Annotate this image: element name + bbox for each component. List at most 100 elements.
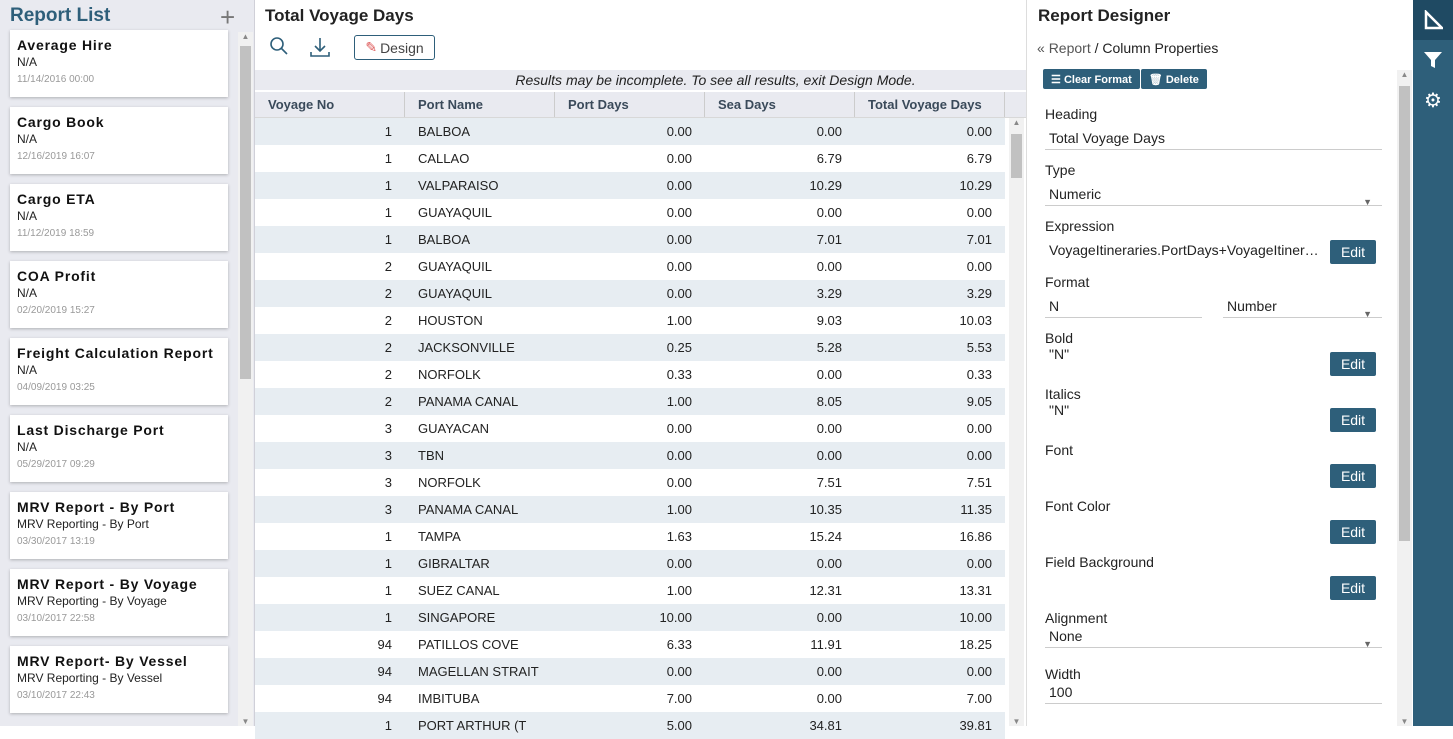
width-input[interactable]: 100 bbox=[1045, 682, 1382, 704]
table-cell: 10.00 bbox=[659, 610, 692, 625]
table-cell: 1 bbox=[384, 151, 392, 166]
table-row[interactable]: 2 GUAYAQUIL 0.00 3.29 3.29 bbox=[255, 280, 1005, 307]
type-label: Type bbox=[1045, 162, 1076, 178]
column-properties: Heading Total Voyage Days Type Numeric ▼ Ex… bbox=[1045, 106, 1382, 722]
font-color-edit-button[interactable]: Edit bbox=[1330, 520, 1376, 544]
table-cell: 0.00 bbox=[966, 556, 992, 571]
trash-icon: 🗑 bbox=[1148, 73, 1163, 86]
table-row[interactable]: 3 TBN 0.00 0.00 0.00 bbox=[255, 442, 1005, 469]
designer-scrollbar[interactable]: ▲ ▼ bbox=[1397, 70, 1412, 726]
table-cell: 7.51 bbox=[816, 475, 842, 490]
column-header[interactable]: Total Voyage Days bbox=[855, 92, 1005, 117]
bold-edit-button[interactable]: Edit bbox=[1330, 352, 1376, 376]
search-icon[interactable] bbox=[269, 36, 289, 61]
table-cell: BALBOA bbox=[418, 124, 471, 139]
table-row[interactable]: 2 HOUSTON 1.00 9.03 10.03 bbox=[255, 307, 1005, 334]
table-row[interactable]: 1 TAMPA 1.63 15.24 16.86 bbox=[255, 523, 1005, 550]
report-card[interactable]: MRV Report - By Port MRV Reporting - By P… bbox=[10, 492, 228, 559]
table-cell: 3 bbox=[384, 502, 392, 517]
format-label: Format bbox=[1045, 274, 1090, 290]
table-cell: 7.00 bbox=[666, 691, 692, 706]
table-row[interactable]: 1 BALBOA 0.00 7.01 7.01 bbox=[255, 226, 1005, 253]
alignment-select[interactable]: None ▼ bbox=[1045, 626, 1382, 649]
table-row[interactable]: 3 PANAMA CANAL 1.00 10.35 11.35 bbox=[255, 496, 1005, 523]
table-cell: 3.29 bbox=[966, 286, 992, 301]
table-cell: 1 bbox=[384, 205, 392, 220]
table-cell: 0.00 bbox=[666, 664, 692, 679]
set-square-icon[interactable] bbox=[1413, 0, 1453, 40]
double-chevron-left-icon[interactable]: « bbox=[1037, 40, 1045, 56]
breadcrumb-report-link[interactable]: Report bbox=[1048, 40, 1091, 56]
column-header[interactable]: Port Days bbox=[555, 92, 705, 117]
table-row[interactable]: 3 NORFOLK 0.00 7.51 7.51 bbox=[255, 469, 1005, 496]
table-row[interactable]: 94 MAGELLAN STRAIT 0.00 0.00 0.00 bbox=[255, 658, 1005, 685]
alignment-label: Alignment bbox=[1045, 610, 1108, 626]
table-cell: 13.31 bbox=[959, 583, 992, 598]
download-icon[interactable] bbox=[309, 36, 331, 63]
type-select[interactable]: Numeric ▼ bbox=[1045, 184, 1382, 207]
column-header[interactable]: Sea Days bbox=[705, 92, 855, 117]
report-card[interactable]: Cargo ETA N/A 11/12/2019 18:59 bbox=[10, 184, 228, 251]
design-button[interactable]: ✎ Design bbox=[354, 35, 435, 60]
table-cell: 0.00 bbox=[966, 124, 992, 139]
table-cell: GUAYAQUIL bbox=[418, 205, 492, 220]
table-cell: 10.29 bbox=[809, 178, 842, 193]
report-card[interactable]: Cargo Book N/A 12/16/2019 16:07 bbox=[10, 107, 228, 174]
table-cell: 1.00 bbox=[666, 394, 692, 409]
report-card[interactable]: COA Profit N/A 02/20/2019 15:27 bbox=[10, 261, 228, 328]
add-report-plus-icon[interactable]: + bbox=[220, 2, 236, 32]
design-label: Design bbox=[380, 39, 424, 56]
table-row[interactable]: 1 CALLAO 0.00 6.79 6.79 bbox=[255, 145, 1005, 172]
field-background-edit-button[interactable]: Edit bbox=[1330, 576, 1376, 600]
report-card[interactable]: Average Hire N/A 11/14/2016 00:00 bbox=[10, 30, 228, 97]
table-row[interactable]: 1 GUAYAQUIL 0.00 0.00 0.00 bbox=[255, 199, 1005, 226]
table-row[interactable]: 1 SINGAPORE 10.00 0.00 10.00 bbox=[255, 604, 1005, 631]
table-cell: 94 bbox=[377, 664, 392, 679]
table-row[interactable]: 2 JACKSONVILLE 0.25 5.28 5.53 bbox=[255, 334, 1005, 361]
designer-title: Report Designer bbox=[1038, 6, 1171, 25]
column-header[interactable]: Port Name bbox=[405, 92, 555, 117]
italics-edit-button[interactable]: Edit bbox=[1330, 408, 1376, 432]
table-cell: TAMPA bbox=[418, 529, 461, 544]
report-subtitle: MRV Reporting - By Voyage bbox=[17, 594, 167, 608]
table-row[interactable]: 1 VALPARAISO 0.00 10.29 10.29 bbox=[255, 172, 1005, 199]
report-card[interactable]: MRV Report- By Vessel MRV Reporting - By … bbox=[10, 646, 228, 713]
table-scrollbar[interactable]: ▲ ▼ bbox=[1009, 118, 1024, 726]
gear-icon[interactable]: ⚙ bbox=[1424, 89, 1442, 112]
table-cell: 10.35 bbox=[809, 502, 842, 517]
bold-value: "N" bbox=[1049, 346, 1070, 362]
report-card[interactable]: MRV Report - By Voyage MRV Reporting - By… bbox=[10, 569, 228, 636]
column-header[interactable]: Voyage No bbox=[255, 92, 405, 117]
table-cell: 0.33 bbox=[666, 367, 692, 382]
report-name: Last Discharge Port bbox=[17, 422, 165, 438]
table-row[interactable]: 94 PATILLOS COVE 6.33 11.91 18.25 bbox=[255, 631, 1005, 658]
bold-label: Bold bbox=[1045, 330, 1074, 346]
table-cell: 2 bbox=[384, 313, 392, 328]
filter-icon[interactable] bbox=[1413, 40, 1453, 80]
report-name: Cargo Book bbox=[17, 114, 105, 130]
table-row[interactable]: 1 GIBRALTAR 0.00 0.00 0.00 bbox=[255, 550, 1005, 577]
clear-format-button[interactable]: ☰ Clear Format bbox=[1043, 69, 1140, 89]
report-card[interactable]: Last Discharge Port N/A 05/29/2017 09:29 bbox=[10, 415, 228, 482]
table-cell: 0.00 bbox=[666, 232, 692, 247]
heading-input[interactable]: Total Voyage Days bbox=[1045, 128, 1382, 150]
font-edit-button[interactable]: Edit bbox=[1330, 464, 1376, 488]
table-row[interactable]: 2 GUAYAQUIL 0.00 0.00 0.00 bbox=[255, 253, 1005, 280]
table-row[interactable]: 1 SUEZ CANAL 1.00 12.31 13.31 bbox=[255, 577, 1005, 604]
report-card[interactable]: Freight Calculation Report N/A 04/09/2019 … bbox=[10, 338, 228, 405]
table-row[interactable]: 2 NORFOLK 0.33 0.00 0.33 bbox=[255, 361, 1005, 388]
table-cell: VALPARAISO bbox=[418, 178, 499, 193]
expression-edit-button[interactable]: Edit bbox=[1330, 240, 1376, 264]
table-cell: 15.24 bbox=[809, 529, 842, 544]
delete-button[interactable]: 🗑 Delete bbox=[1140, 69, 1207, 89]
report-list-scrollbar[interactable]: ▲ ▼ bbox=[238, 32, 253, 726]
format-type-select[interactable]: Number ▼ bbox=[1223, 296, 1382, 319]
table-row[interactable]: 1 BALBOA 0.00 0.00 0.00 bbox=[255, 118, 1005, 145]
table-row[interactable]: 2 PANAMA CANAL 1.00 8.05 9.05 bbox=[255, 388, 1005, 415]
table-cell: 0.00 bbox=[666, 124, 692, 139]
format-input[interactable]: N bbox=[1045, 296, 1202, 318]
table-row[interactable]: 94 IMBITUBA 7.00 0.00 7.00 bbox=[255, 685, 1005, 712]
table-row[interactable]: 3 GUAYACAN 0.00 0.00 0.00 bbox=[255, 415, 1005, 442]
table-cell: 7.51 bbox=[966, 475, 992, 490]
table-cell: 0.00 bbox=[816, 124, 842, 139]
